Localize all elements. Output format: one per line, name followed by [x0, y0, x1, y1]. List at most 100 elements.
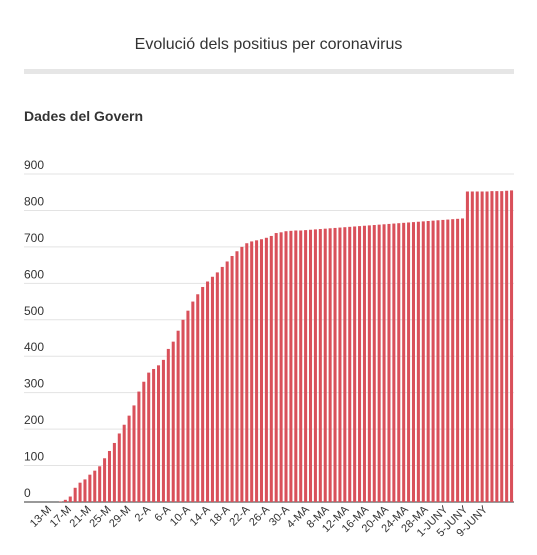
- bar: [446, 219, 450, 502]
- x-tick-label: 29-M: [107, 504, 133, 530]
- x-tick-label: 22-A: [227, 503, 252, 528]
- bar: [264, 237, 268, 502]
- bar: [372, 225, 376, 502]
- bar: [421, 221, 425, 502]
- bar: [93, 470, 97, 502]
- x-tick-label: 14-A: [188, 503, 213, 528]
- bar: [402, 222, 406, 502]
- x-tick-label: 18-A: [208, 503, 233, 528]
- bar: [392, 223, 396, 502]
- bar: [83, 479, 87, 502]
- bar: [122, 424, 126, 502]
- bar: [206, 281, 210, 502]
- y-tick-label: 800: [24, 194, 44, 208]
- x-tick-label: 26-A: [247, 503, 272, 528]
- bar: [490, 191, 494, 502]
- bar: [225, 261, 229, 502]
- bar: [171, 341, 175, 502]
- bar: [166, 348, 170, 502]
- bar: [500, 191, 504, 502]
- bar: [397, 223, 401, 502]
- bar: [294, 230, 298, 503]
- bar: [98, 466, 102, 502]
- bar: [88, 474, 92, 502]
- bar: [196, 294, 200, 502]
- bars: [58, 190, 514, 503]
- bar: [255, 240, 259, 502]
- x-tick-label: 13-M: [28, 504, 54, 530]
- chart-subtitle: Dades del Govern: [24, 108, 144, 124]
- bar: [426, 221, 430, 502]
- x-tick-label: 21-M: [68, 504, 94, 530]
- bar: [68, 496, 72, 502]
- x-tick-label: 2-A: [133, 503, 154, 524]
- bar: [73, 487, 77, 502]
- bar: [451, 219, 455, 502]
- y-tick-label: 600: [24, 267, 44, 281]
- bar: [117, 433, 121, 502]
- bar: [465, 191, 469, 503]
- bar: [304, 230, 308, 502]
- y-tick-label: 100: [24, 450, 44, 464]
- title-divider: [24, 69, 514, 74]
- grid-lines: [24, 173, 514, 503]
- x-axis-ticks: 13-M17-M21-M25-M29-M 2-A 6-A10-A14-A18-A22…: [28, 503, 491, 539]
- bar: [348, 226, 352, 502]
- y-tick-label: 300: [24, 377, 44, 391]
- bar: [191, 301, 195, 502]
- bar: [461, 218, 465, 502]
- x-tick-label: 25-M: [87, 504, 113, 530]
- bar: [78, 482, 82, 502]
- bar: [161, 359, 165, 502]
- bar: [137, 391, 141, 502]
- bar: [387, 223, 391, 502]
- bar: [362, 225, 366, 502]
- bar: [230, 256, 234, 502]
- bar: [279, 232, 283, 502]
- x-tick-label: 10-A: [168, 503, 193, 528]
- bar: [289, 230, 293, 502]
- x-tick-label: 17-M: [48, 504, 74, 530]
- bar: [358, 226, 362, 502]
- bar: [250, 241, 254, 503]
- bar: [284, 231, 288, 502]
- bar: [157, 365, 161, 502]
- bar: [152, 368, 156, 502]
- bar: [367, 225, 371, 502]
- bar: [112, 442, 116, 502]
- bar: [377, 224, 381, 502]
- bar: [411, 222, 415, 503]
- bar: [132, 405, 136, 502]
- bar: [510, 190, 514, 502]
- bar: [338, 227, 342, 502]
- bar: [147, 372, 151, 502]
- bar: [353, 226, 357, 503]
- y-tick-label: 500: [24, 304, 44, 318]
- y-tick-label: 400: [24, 340, 44, 354]
- bar: [245, 243, 249, 503]
- bar: [456, 218, 460, 502]
- bar: [431, 220, 435, 502]
- y-tick-label: 900: [24, 158, 44, 172]
- bar: [441, 219, 445, 503]
- bar: [323, 228, 327, 503]
- bar: [269, 235, 273, 502]
- bar: [318, 229, 322, 502]
- bar: [436, 220, 440, 502]
- y-axis-ticks: 0 100 200 300 400 500 600 700 800 900: [24, 158, 44, 500]
- bar: [63, 499, 67, 502]
- bar: [505, 190, 509, 502]
- bar: [475, 191, 479, 503]
- bar: [235, 251, 239, 502]
- bar: [313, 229, 317, 502]
- bar: [176, 330, 180, 502]
- bar: [470, 191, 474, 503]
- bar: [328, 228, 332, 503]
- bar: [299, 230, 303, 503]
- bar: [127, 415, 131, 502]
- bar: [485, 191, 489, 503]
- bar: [240, 246, 244, 502]
- bar: [215, 272, 219, 502]
- bar: [343, 227, 347, 502]
